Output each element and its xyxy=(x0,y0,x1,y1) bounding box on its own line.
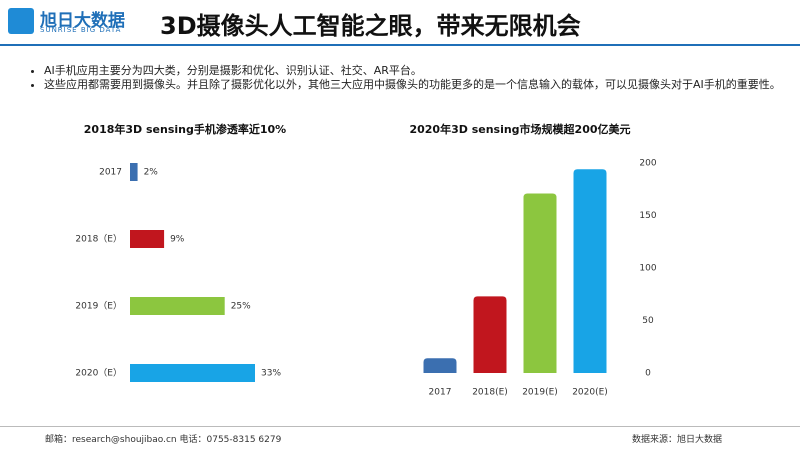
y-tick-label: 2018（E） xyxy=(75,234,122,245)
y-tick-label: 200 xyxy=(639,159,656,169)
x-tick-label: 2018(E) xyxy=(472,388,508,398)
y-tick-label: 2020（E） xyxy=(75,368,122,379)
y-tick-label: 50 xyxy=(642,316,654,326)
bar xyxy=(130,230,165,248)
bar xyxy=(423,358,457,373)
bullet: AI手机应用主要分为四大类，分别是摄影和优化、识别认证、社交、AR平台。 xyxy=(44,64,784,78)
bar xyxy=(473,296,507,373)
value-label: 33% xyxy=(261,369,281,379)
logo-icon xyxy=(8,8,34,34)
value-label: 25% xyxy=(231,302,251,312)
y-tick-label: 150 xyxy=(639,211,656,221)
chart-title: 2018年3D sensing手机渗透率近10% xyxy=(84,122,286,136)
value-label: 9% xyxy=(170,235,185,245)
y-tick-label: 100 xyxy=(639,264,656,274)
value-label: 2% xyxy=(144,168,159,178)
footer-rule xyxy=(0,426,800,427)
logo-cn: 旭日大数据 xyxy=(40,11,125,31)
bar xyxy=(573,169,607,373)
chart-title: 2020年3D sensing市场规模超200亿美元 xyxy=(409,122,630,136)
logo-en: SUNRISE BIG DATA xyxy=(40,26,122,34)
footer-contact: 邮箱：research@shoujibao.cn 电话：0755-8315 62… xyxy=(45,435,282,445)
bullet: 这些应用都需要用到摄像头。并且除了摄影优化以外，其他三大应用中摄像头的功能更多的… xyxy=(44,78,784,92)
y-tick-label: 2017 xyxy=(99,168,122,178)
page-title: 3D摄像头人工智能之眼，带来无限机会 xyxy=(160,12,581,40)
x-tick-label: 2017 xyxy=(429,388,452,398)
x-tick-label: 2019(E) xyxy=(522,388,558,398)
y-tick-label: 2019（E） xyxy=(75,301,122,312)
bar xyxy=(130,163,138,181)
bar xyxy=(523,193,557,373)
x-tick-label: 2020(E) xyxy=(572,388,608,398)
footer-source: 数据来源：旭日大数据 xyxy=(632,435,723,445)
bar xyxy=(130,297,225,315)
y-tick-label: 0 xyxy=(645,369,651,379)
header-rule xyxy=(0,44,800,46)
bar xyxy=(130,364,255,382)
bullet-list: AI手机应用主要分为四大类，分别是摄影和优化、识别认证、社交、AR平台。 这些应… xyxy=(30,64,784,92)
